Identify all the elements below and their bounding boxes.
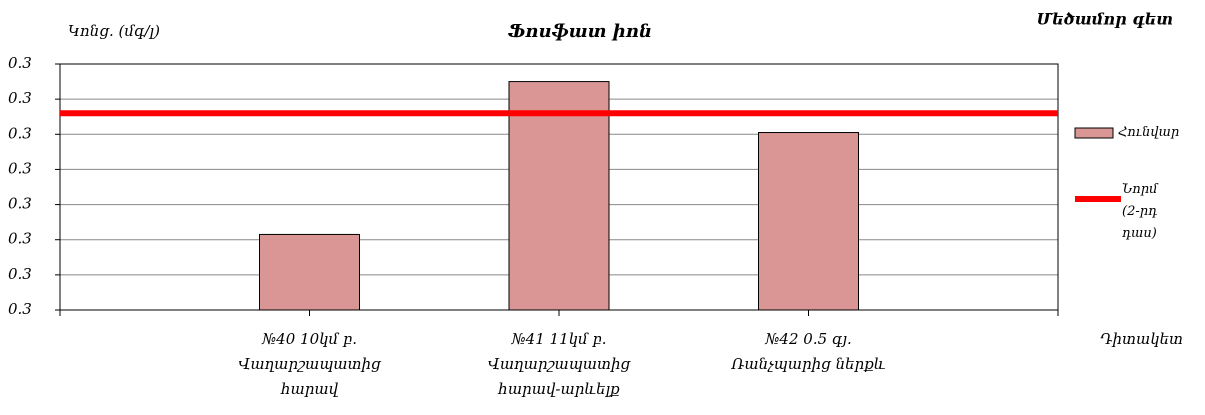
bar: [758, 132, 859, 311]
y-tick-label: 0.3: [8, 195, 32, 213]
y-tick-label: 0.3: [8, 159, 32, 177]
y-tick-label: 0.3: [8, 265, 32, 283]
x-tick-label: Վաղարշապատից: [488, 355, 632, 373]
bar: [508, 81, 610, 311]
x-tick-label: №42 0.5 գյ.: [764, 330, 852, 348]
x-tick-label: №40 10կմ բ.: [261, 330, 357, 348]
legend-swatch: [1074, 127, 1114, 139]
legend-label: Նորմ (2-րդ դաս): [1122, 182, 1158, 241]
y-tick-label: 0.3: [8, 300, 32, 318]
legend-entry: Հունվար: [1118, 125, 1180, 140]
x-axis-label: Դիտակետ: [1100, 330, 1183, 348]
x-tick-label: №41 11կմ բ.: [510, 330, 606, 348]
y-tick-label: 0.3: [8, 89, 32, 107]
x-tick-label: հարավ-արևելք: [497, 380, 620, 398]
y-tick-label: 0.3: [8, 54, 32, 72]
bar: [259, 233, 360, 311]
y-tick-label: 0.3: [8, 124, 32, 142]
chart-subtitle: Մեծամոր գետ: [1036, 10, 1173, 29]
legend-label: Հունվար: [1118, 125, 1180, 140]
legend-entry: Նորմ (2-րդ դաս): [1122, 182, 1158, 241]
x-tick-label: Ռանչպարից ներքև: [730, 355, 885, 373]
x-tick-label: Վաղարշապատից: [238, 355, 382, 373]
chart-title: Ֆոսֆատ իոն: [508, 21, 652, 42]
y-tick-label: 0.3: [8, 230, 32, 248]
x-tick-label: հարավ: [280, 380, 339, 398]
y-axis-label: Կոնց. (մգ/լ): [68, 22, 160, 40]
